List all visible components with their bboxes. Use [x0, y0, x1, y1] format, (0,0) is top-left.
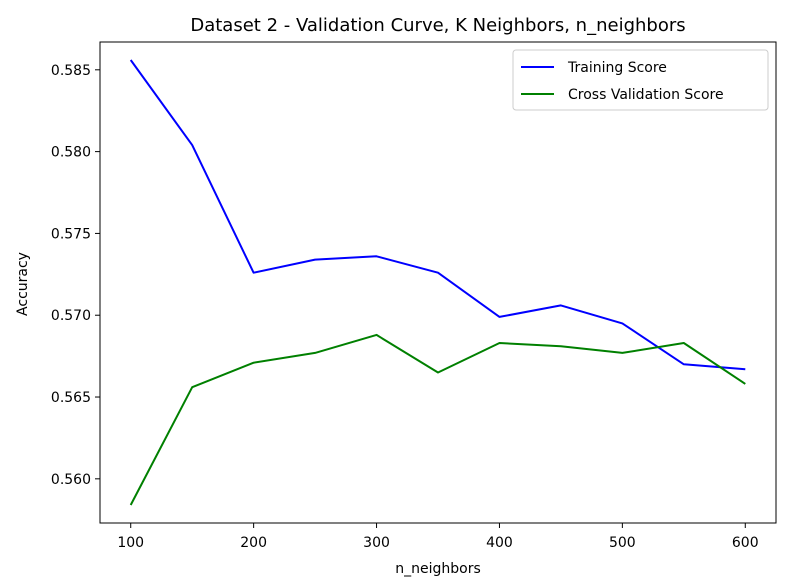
y-tick-label: 0.560 — [51, 472, 91, 488]
x-tick-label: 100 — [117, 535, 144, 551]
y-axis-label: Accuracy — [15, 252, 31, 316]
legend-label-2: Cross Validation Score — [568, 87, 724, 103]
series-line-1 — [129, 59, 746, 371]
x-tick-label: 400 — [486, 535, 513, 551]
x-axis-label: n_neighbors — [395, 561, 481, 577]
chart-title: Dataset 2 - Validation Curve, K Neighbor… — [190, 15, 685, 36]
axes-frame — [99, 41, 777, 524]
x-tick-label: 300 — [363, 535, 390, 551]
y-tick-label: 0.565 — [51, 390, 91, 406]
y-tick-label: 0.570 — [51, 308, 91, 324]
legend-label-1: Training Score — [567, 60, 667, 76]
y-tick-label: 0.580 — [51, 145, 91, 161]
legend-box — [512, 49, 769, 111]
y-tick-label: 0.575 — [51, 226, 91, 242]
legend: Training Score Cross Validation Score — [512, 49, 769, 111]
y-tick-label: 0.585 — [51, 63, 91, 79]
plot-area: 100 200 300 400 500 600 0.560 0.565 0.570 0.575 0.… — [51, 41, 777, 551]
x-tick-label: 500 — [609, 535, 636, 551]
series-line-2 — [129, 333, 746, 506]
x-tick-label: 200 — [240, 535, 267, 551]
x-tick-label: 600 — [732, 535, 759, 551]
